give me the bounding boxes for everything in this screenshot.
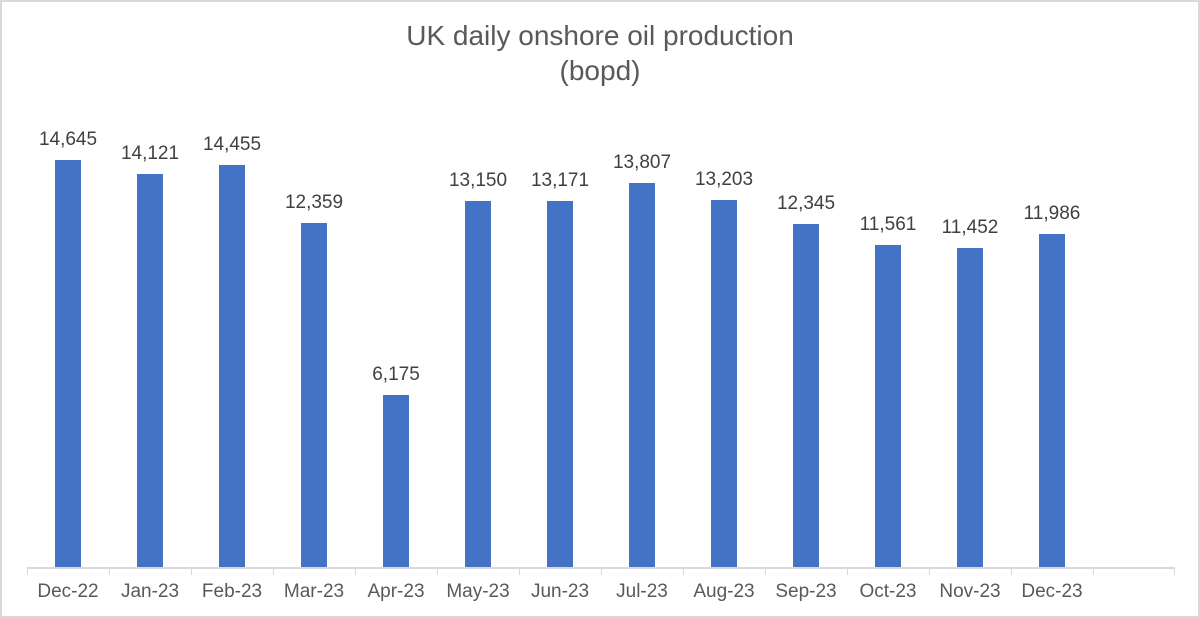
bar-value-label-Dec-22: 14,645 [38,129,98,150]
chart-title-line-1: UK daily onshore oil production [406,20,794,51]
bar-value-label-Mar-23: 12,359 [284,192,344,213]
bar-Mar-23 [301,223,327,567]
x-axis-tick-label-Jun-23: Jun-23 [530,581,590,602]
x-axis-tick-label-Jul-23: Jul-23 [616,581,668,602]
x-axis-tick-label-Nov-23: Nov-23 [939,581,1001,602]
bar-value-label-Jul-23: 13,807 [612,152,672,173]
x-axis-tick-mark [847,569,848,575]
bar-Dec-22 [55,160,81,567]
bar-Sep-23 [793,224,819,567]
plot-area: 14,645 Dec-22 14,121 Jan-23 14,455 Feb-23 12,3… [27,122,1175,602]
bar-Jan-23 [137,174,163,567]
x-axis-tick-label-Sep-23: Sep-23 [775,581,837,602]
bar-Nov-23 [957,248,983,567]
x-axis-tick-mark [683,569,684,575]
x-axis-tick-mark [27,569,28,575]
bar-value-label-Jan-23: 14,121 [120,143,180,164]
bar-value-label-Oct-23: 11,561 [859,214,917,235]
bar-value-label-Sep-23: 12,345 [776,193,836,214]
bar-Jun-23 [547,201,573,567]
bar-Aug-23 [711,200,737,567]
bar-value-label-Feb-23: 14,455 [202,134,262,155]
x-axis-tick-mark [437,569,438,575]
x-axis-tick-label-Mar-23: Mar-23 [283,581,345,602]
x-axis-tick-mark [1011,569,1012,575]
x-axis-tick-label-Feb-23: Feb-23 [201,581,263,602]
x-axis-tick-mark [355,569,356,575]
chart-title: UK daily onshore oil production (bopd) [2,18,1198,88]
bar-value-label-Dec-23: 11,986 [1023,203,1081,224]
x-axis-tick-label-Dec-23: Dec-23 [1021,581,1083,602]
bar-value-label-Nov-23: 11,452 [941,217,999,238]
x-axis-tick-mark [1174,569,1175,575]
x-axis-tick-mark [1093,569,1094,575]
bar-value-label-Jun-23: 13,171 [530,170,590,191]
x-axis-tick-label-Aug-23: Aug-23 [693,581,755,602]
bar-Dec-23 [1039,234,1065,567]
bar-value-label-Apr-23: 6,175 [372,364,420,385]
bar-Oct-23 [875,245,901,567]
bar-value-label-Aug-23: 13,203 [694,169,754,190]
bar-Feb-23 [219,165,245,567]
x-axis-tick-label-May-23: May-23 [446,581,510,602]
x-axis-tick-mark [765,569,766,575]
bar-Apr-23 [383,395,409,567]
x-axis-tick-mark [929,569,930,575]
x-axis-tick-label-Oct-23: Oct-23 [859,581,917,602]
bar-May-23 [465,201,491,567]
bar-Jul-23 [629,183,655,567]
x-axis-tick-label-Apr-23: Apr-23 [367,581,425,602]
x-axis-tick-mark [191,569,192,575]
x-axis-tick-mark [109,569,110,575]
bar-value-label-May-23: 13,150 [448,170,508,191]
x-axis-tick-label-Dec-22: Dec-22 [37,581,99,602]
x-axis-tick-mark [519,569,520,575]
x-axis-tick-mark [601,569,602,575]
x-axis-tick-label-Jan-23: Jan-23 [120,581,180,602]
x-axis-tick-mark [273,569,274,575]
chart-title-line-2: (bopd) [559,55,641,86]
